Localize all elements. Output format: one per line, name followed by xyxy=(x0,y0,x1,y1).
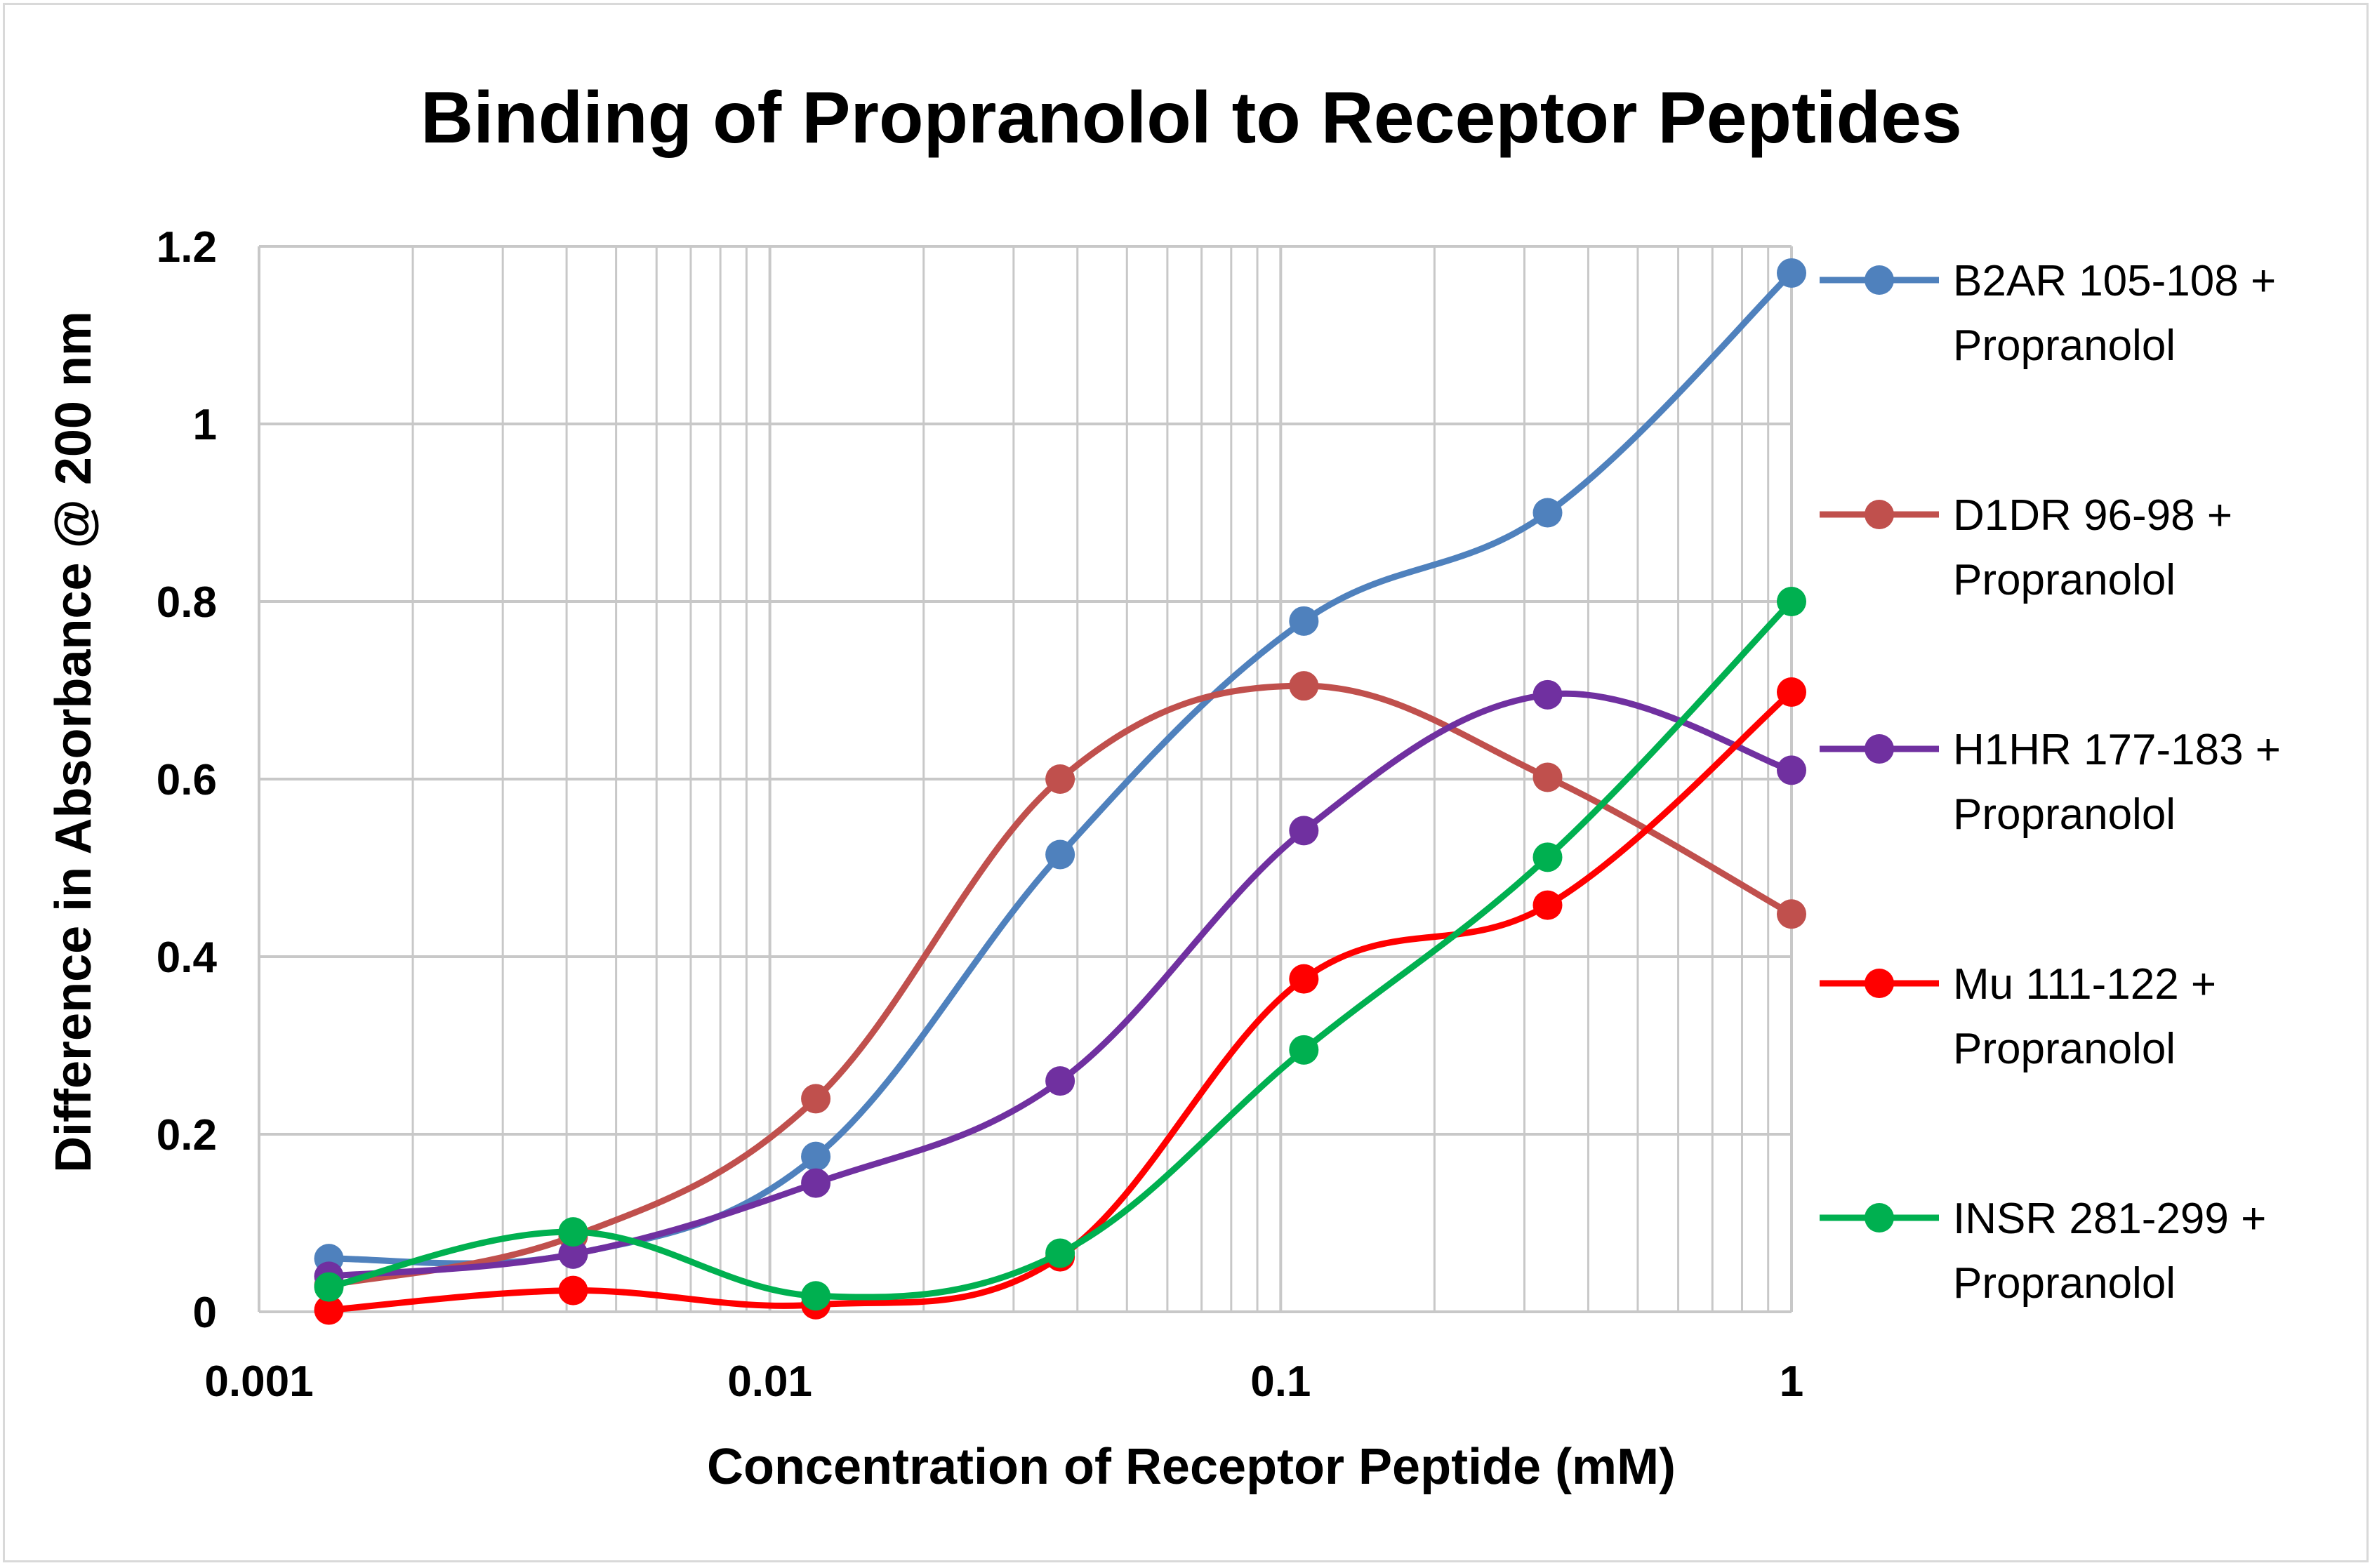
legend-marker xyxy=(1865,500,1894,529)
y-tick-label: 0.4 xyxy=(157,934,218,982)
legend-label: B2AR 105-108 + Propranolol xyxy=(1953,257,2276,370)
y-tick-label: 1.2 xyxy=(157,223,217,272)
x-axis-title: Concentration of Receptor Peptide (mM) xyxy=(707,1439,1676,1495)
data-point-insr xyxy=(1045,1238,1075,1268)
legend-label: H1HR 177-183 + Propranolol xyxy=(1953,726,2281,839)
data-point-insr xyxy=(1777,587,1806,616)
y-tick-label: 0.2 xyxy=(157,1111,217,1160)
y-axis-ticks: 0 0.2 0.4 0.6 0.8 1 1.2 xyxy=(157,223,218,1337)
data-point-b2ar xyxy=(1777,258,1806,288)
legend-label-line: Propranolol xyxy=(1953,556,2176,604)
y-tick-label: 0.8 xyxy=(157,578,217,627)
data-point-h1hr xyxy=(1777,755,1806,785)
data-point-d1dr xyxy=(1045,764,1075,794)
series-d1dr xyxy=(314,671,1806,1301)
x-tick-label: 1 xyxy=(1780,1357,1803,1406)
series-insr xyxy=(314,587,1806,1311)
data-point-h1hr xyxy=(1289,816,1319,846)
data-point-h1hr xyxy=(801,1168,831,1198)
legend: B2AR 105-108 + Propranolol D1DR 96-98 + Pro… xyxy=(1820,257,2281,1308)
legend-label-line: Propranolol xyxy=(1953,321,2176,370)
legend-item-b2ar: B2AR 105-108 + Propranolol xyxy=(1820,257,2276,370)
legend-label: INSR 281-299 + Propranolol xyxy=(1953,1195,2266,1308)
data-point-h1hr xyxy=(1045,1066,1075,1096)
data-point-mu xyxy=(1777,677,1806,707)
data-point-d1dr xyxy=(1289,671,1319,701)
y-axis-title: Difference in Absorbance @ 200 nm xyxy=(46,311,102,1173)
legend-item-d1dr: D1DR 96-98 + Propranolol xyxy=(1820,491,2232,604)
x-tick-label: 0.01 xyxy=(727,1357,812,1406)
y-tick-label: 1 xyxy=(193,401,217,449)
legend-label-line: Mu 111-122 + xyxy=(1953,960,2216,1009)
data-point-insr xyxy=(558,1217,588,1247)
chart-frame: Binding of Propranolol to Receptor Pepti… xyxy=(3,3,2369,1562)
legend-label-line: B2AR 105-108 + xyxy=(1953,257,2276,305)
y-tick-label: 0.6 xyxy=(157,756,217,804)
data-point-insr xyxy=(1289,1035,1319,1065)
legend-label-line: H1HR 177-183 + xyxy=(1953,726,2281,774)
data-point-insr xyxy=(801,1281,831,1311)
series-h1hr xyxy=(314,679,1806,1291)
legend-marker xyxy=(1865,265,1894,295)
legend-label-line: INSR 281-299 + xyxy=(1953,1195,2266,1243)
y-tick-label: 0 xyxy=(193,1289,217,1337)
legend-label-line: D1DR 96-98 + xyxy=(1953,491,2232,540)
legend-item-mu: Mu 111-122 + Propranolol xyxy=(1820,960,2216,1073)
legend-label: D1DR 96-98 + Propranolol xyxy=(1953,491,2232,604)
legend-label: Mu 111-122 + Propranolol xyxy=(1953,960,2216,1073)
data-point-insr xyxy=(1532,842,1563,872)
legend-marker xyxy=(1865,734,1894,764)
x-axis-ticks: 0.001 0.01 0.1 1 xyxy=(204,1357,1803,1406)
data-point-h1hr xyxy=(1532,679,1563,710)
data-point-insr xyxy=(314,1272,344,1302)
data-point-mu xyxy=(558,1275,588,1305)
x-tick-label: 0.001 xyxy=(204,1357,313,1406)
data-point-mu xyxy=(1532,890,1563,920)
data-point-d1dr xyxy=(1777,899,1806,929)
series-line-insr xyxy=(325,598,1795,1301)
line-chart: Binding of Propranolol to Receptor Pepti… xyxy=(46,77,2281,1495)
data-point-b2ar xyxy=(1532,498,1563,528)
chart-title: Binding of Propranolol to Receptor Pepti… xyxy=(421,77,1962,159)
legend-marker xyxy=(1865,969,1894,998)
x-tick-label: 0.1 xyxy=(1250,1357,1311,1406)
data-point-d1dr xyxy=(1532,762,1563,792)
data-point-d1dr xyxy=(801,1084,831,1114)
legend-marker xyxy=(1865,1203,1894,1233)
data-point-b2ar xyxy=(1289,606,1319,636)
data-point-b2ar xyxy=(1045,839,1075,870)
data-point-h1hr xyxy=(558,1239,588,1269)
data-point-b2ar xyxy=(801,1141,831,1171)
legend-label-line: Propranolol xyxy=(1953,790,2176,839)
data-point-mu xyxy=(1289,964,1319,994)
legend-item-insr: INSR 281-299 + Propranolol xyxy=(1820,1195,2266,1308)
legend-item-h1hr: H1HR 177-183 + Propranolol xyxy=(1820,726,2281,839)
legend-label-line: Propranolol xyxy=(1953,1259,2176,1308)
data-point-mu xyxy=(314,1295,344,1325)
legend-label-line: Propranolol xyxy=(1953,1025,2176,1073)
series-group xyxy=(314,258,1806,1325)
